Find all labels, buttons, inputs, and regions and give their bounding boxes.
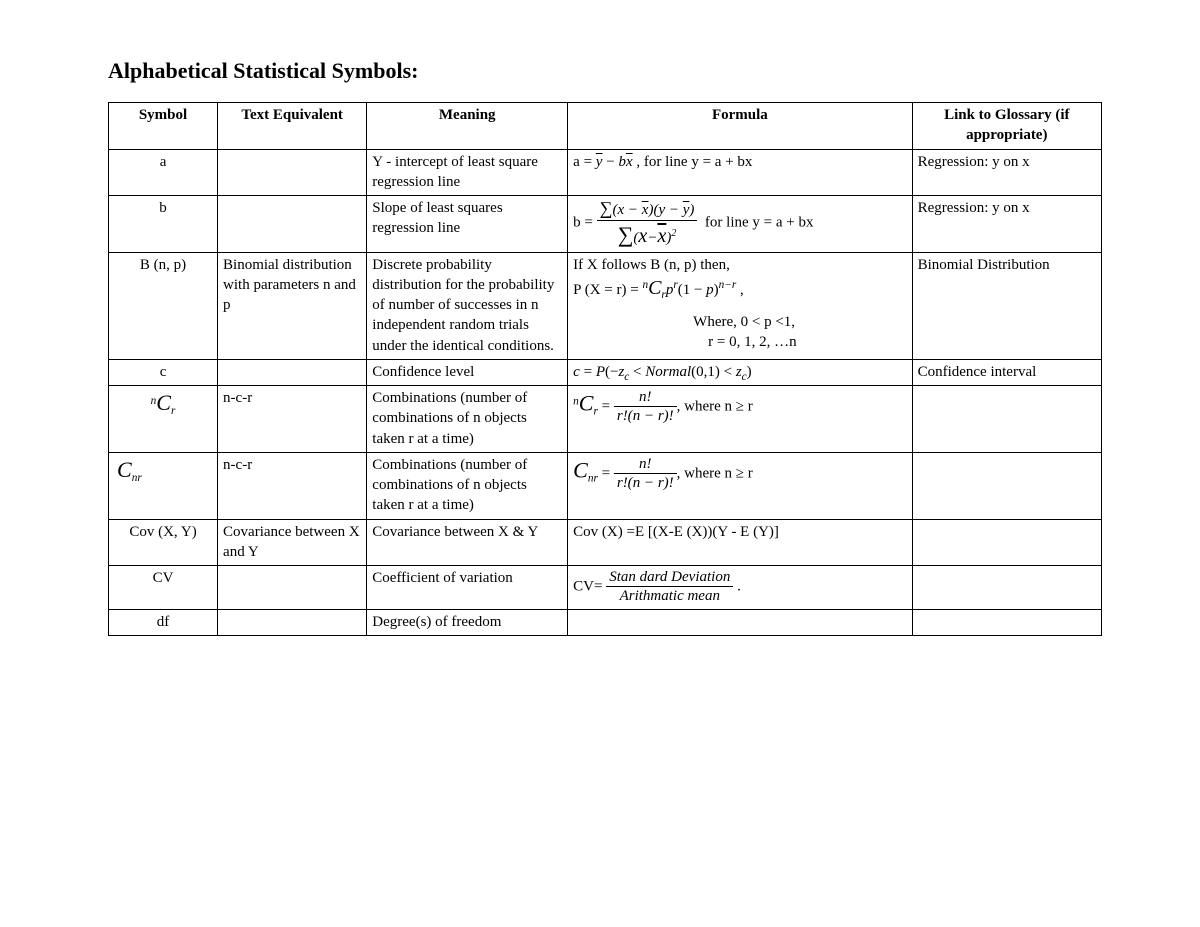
cell-symbol: a <box>109 149 218 196</box>
cv-den: Arithmatic mean <box>620 588 720 604</box>
cell-text-equiv: n-c-r <box>218 386 367 453</box>
cell-symbol: nCr <box>109 386 218 453</box>
cell-symbol: c <box>109 359 218 385</box>
symbols-table: Symbol Text Equivalent Meaning Formula L… <box>108 102 1102 636</box>
cell-meaning: Slope of least squares regression line <box>367 196 568 253</box>
table-row: c Confidence level c = P(−zc < Normal(0,… <box>109 359 1102 385</box>
table-row: df Degree(s) of freedom <box>109 609 1102 635</box>
formula-where2: r = 0, 1, 2, …n <box>708 334 796 350</box>
cell-text-equiv: Binomial distribution with parameters n … <box>218 252 367 359</box>
cell-meaning: Combinations (number of combinations of … <box>367 386 568 453</box>
cell-text-equiv: Covariance between X and Y <box>218 519 367 566</box>
cell-glossary: Regression: y on x <box>912 149 1101 196</box>
cell-symbol: df <box>109 609 218 635</box>
col-symbol: Symbol <box>109 103 218 150</box>
cell-text-equiv: n-c-r <box>218 452 367 519</box>
table-row: Cnr n-c-r Combinations (number of combin… <box>109 452 1102 519</box>
cell-text-equiv <box>218 196 367 253</box>
cell-meaning: Confidence level <box>367 359 568 385</box>
cell-glossary <box>912 452 1101 519</box>
formula-where1: Where, 0 < p <1, <box>693 314 795 330</box>
cell-symbol: b <box>109 196 218 253</box>
cell-formula: CV= Stan dard Deviation Arithmatic mean … <box>568 566 912 610</box>
cv-num: Stan dard Deviation <box>609 569 730 585</box>
cell-symbol: B (n, p) <box>109 252 218 359</box>
cell-formula: c = P(−zc < Normal(0,1) < zc) <box>568 359 912 385</box>
cell-formula: Cov (X) =E [(X-E (X))(Y - E (Y)] <box>568 519 912 566</box>
table-row: B (n, p) Binomial distribution with para… <box>109 252 1102 359</box>
cell-text-equiv <box>218 149 367 196</box>
cell-glossary <box>912 566 1101 610</box>
cell-glossary <box>912 519 1101 566</box>
cell-formula: Cnr = n! r!(n − r)! , where n ≥ r <box>568 452 912 519</box>
cell-formula: b = ∑(x − x)(y − y) ∑(x−x)2 for line y =… <box>568 196 912 253</box>
cell-symbol: Cnr <box>109 452 218 519</box>
cell-text-equiv <box>218 359 367 385</box>
table-row: CV Coefficient of variation CV= Stan dar… <box>109 566 1102 610</box>
cell-meaning: Discrete probability distribution for th… <box>367 252 568 359</box>
cell-formula: a = y − bx , for line y = a + bx <box>568 149 912 196</box>
cell-meaning: Covariance between X & Y <box>367 519 568 566</box>
cell-glossary: Confidence interval <box>912 359 1101 385</box>
cell-formula <box>568 609 912 635</box>
cell-text-equiv <box>218 566 367 610</box>
cell-meaning: Combinations (number of combinations of … <box>367 452 568 519</box>
cell-symbol: CV <box>109 566 218 610</box>
table-header-row: Symbol Text Equivalent Meaning Formula L… <box>109 103 1102 150</box>
col-glossary: Link to Glossary (if appropriate) <box>912 103 1101 150</box>
page-title: Alphabetical Statistical Symbols: <box>108 58 1102 84</box>
cell-formula: nCr = n! r!(n − r)! , where n ≥ r <box>568 386 912 453</box>
cell-glossary: Regression: y on x <box>912 196 1101 253</box>
col-meaning: Meaning <box>367 103 568 150</box>
table-row: nCr n-c-r Combinations (number of combin… <box>109 386 1102 453</box>
table-row: b Slope of least squares regression line… <box>109 196 1102 253</box>
cell-text-equiv <box>218 609 367 635</box>
col-text-equiv: Text Equivalent <box>218 103 367 150</box>
cell-formula: If X follows B (n, p) then, P (X = r) = … <box>568 252 912 359</box>
cell-symbol: Cov (X, Y) <box>109 519 218 566</box>
cell-meaning: Coefficient of variation <box>367 566 568 610</box>
cell-glossary <box>912 386 1101 453</box>
table-row: a Y - intercept of least square regressi… <box>109 149 1102 196</box>
cell-meaning: Degree(s) of freedom <box>367 609 568 635</box>
col-formula: Formula <box>568 103 912 150</box>
cell-glossary: Binomial Distribution <box>912 252 1101 359</box>
cell-glossary <box>912 609 1101 635</box>
table-row: Cov (X, Y) Covariance between X and Y Co… <box>109 519 1102 566</box>
cell-meaning: Y - intercept of least square regression… <box>367 149 568 196</box>
formula-line1: If X follows B (n, p) then, <box>573 257 730 273</box>
